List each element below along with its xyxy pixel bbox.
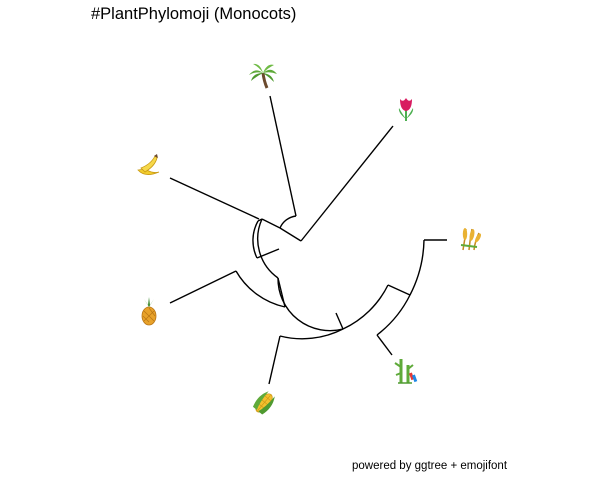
branch [169,270,237,304]
branch [277,277,286,308]
branch [376,334,393,356]
branch [252,220,259,259]
branch [277,277,344,332]
plot-title: #PlantPhylomoji (Monocots) [91,5,297,23]
branch [342,284,389,330]
branch [279,328,344,340]
pineapple-icon [141,297,157,326]
branch [409,239,425,296]
branch [268,335,281,385]
branch [169,177,260,220]
sheaf-of-rice-icon [460,228,482,251]
branch [269,95,297,217]
tree-branches [169,95,447,385]
branch [279,215,297,229]
tulip-icon [398,98,414,121]
branch [387,284,411,296]
tanabata-tree-icon [394,359,418,384]
branch [279,227,302,242]
branch [376,294,411,336]
banana-icon [137,154,160,175]
branch [257,218,279,279]
branch [256,248,280,259]
plot-caption: powered by ggtree + emojifont [352,460,508,472]
branch [261,218,281,229]
palm-tree-icon [249,63,277,89]
branch [257,218,263,222]
branch [235,270,286,308]
branch [300,125,394,242]
branch [335,312,344,330]
ear-of-corn-icon [252,391,275,415]
